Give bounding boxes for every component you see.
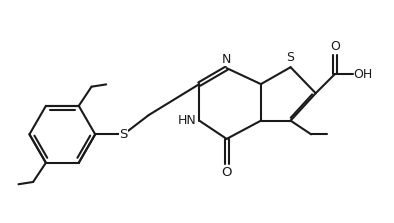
Text: S: S — [286, 51, 295, 64]
Text: O: O — [330, 40, 340, 53]
Text: OH: OH — [353, 68, 373, 81]
Text: HN: HN — [178, 114, 197, 127]
Text: S: S — [119, 128, 128, 141]
Text: O: O — [221, 166, 232, 179]
Text: N: N — [222, 53, 231, 66]
